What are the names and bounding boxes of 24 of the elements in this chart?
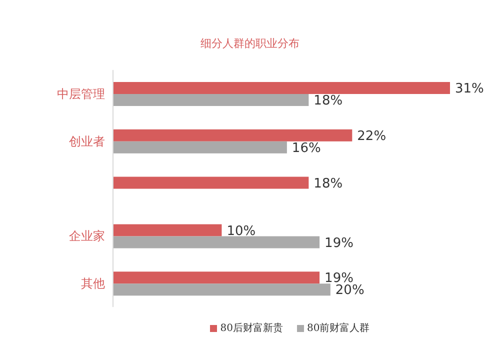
y-tick-label: 其他 — [81, 276, 105, 291]
chart-title: 细分人群的职业分布 — [200, 36, 300, 51]
bar — [113, 284, 330, 296]
legend-label: 80前财富人群 — [306, 322, 370, 335]
bar — [113, 224, 222, 236]
bar — [113, 236, 320, 248]
data-label: 31% — [455, 82, 484, 97]
data-label: 18% — [314, 176, 343, 192]
data-label: 18% — [314, 94, 343, 109]
data-label: 10% — [226, 224, 256, 239]
data-label: 19% — [324, 236, 354, 251]
y-tick-label: 创业者 — [69, 134, 105, 148]
y-tick-label: 企业家 — [69, 229, 105, 244]
legend-label: 80后财富新贵 — [219, 322, 283, 335]
bar — [113, 272, 320, 284]
bar — [113, 176, 309, 189]
data-label: 16% — [292, 141, 321, 156]
bar — [113, 129, 352, 142]
data-label: 22% — [357, 129, 386, 144]
bar — [113, 94, 309, 106]
bar — [113, 82, 450, 94]
data-label: 20% — [335, 283, 364, 298]
y-tick-label: 中层管理 — [57, 86, 105, 101]
bar — [113, 141, 287, 154]
